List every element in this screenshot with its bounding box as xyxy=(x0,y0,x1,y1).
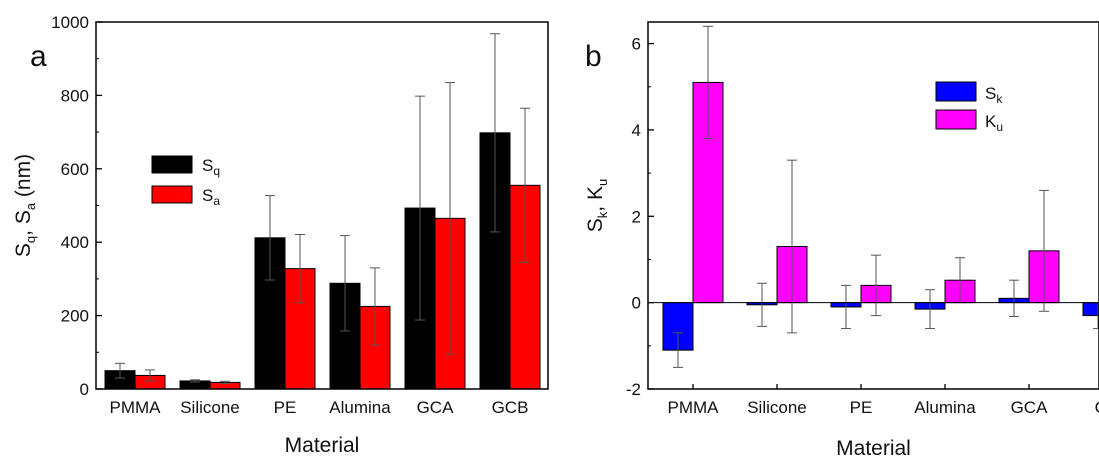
error-bar-k_u-pe xyxy=(871,254,881,317)
x-axis-title-a: Material xyxy=(285,434,360,457)
legend-label-s_k: Sk xyxy=(985,84,1003,106)
legend-swatch-k_u xyxy=(935,109,977,130)
error-bar-s_a-alumina xyxy=(370,267,380,346)
x-axis-title-b: Material xyxy=(836,437,911,457)
x-ticks-b: PMMA Silicone PE Alumina GCA GCB xyxy=(668,384,1099,417)
x-tick-label: GCB xyxy=(1095,398,1099,417)
error-bar-k_u-silicone xyxy=(787,159,797,334)
legend-label-s_a: Sa xyxy=(202,186,220,208)
error-bar-s_q-gcb xyxy=(490,33,500,233)
y-tick-label: 0 xyxy=(80,380,89,399)
error-bars-a xyxy=(115,33,530,384)
x-tick-label: Silicone xyxy=(180,398,240,417)
error-bar-s_a-pe xyxy=(295,233,305,304)
error-bar-s_k-gca xyxy=(1009,279,1019,317)
error-bar-s_q-pmma xyxy=(115,362,125,379)
x-tick-label: GCB xyxy=(492,398,529,417)
y-axis-title-a: Sq, Sa (nm) xyxy=(12,154,38,257)
error-bar-s_k-alumina xyxy=(925,289,935,330)
error-bar-s_q-alumina xyxy=(340,235,350,332)
error-bar-s_q-silicone xyxy=(190,379,200,383)
x-tick-label: GCA xyxy=(1011,398,1049,417)
y-ticks-b: -2 0 2 4 6 xyxy=(626,35,654,399)
error-bar-s_q-gca xyxy=(415,95,425,321)
x-tick-label: PMMA xyxy=(110,398,162,417)
x-tick-label: GCA xyxy=(417,398,455,417)
y-tick-label: 600 xyxy=(61,160,89,179)
y-ticks-a: 0 200 400 600 800 1000 xyxy=(51,13,102,399)
error-bar-k_u-gca xyxy=(1039,189,1049,312)
legend-label-k_u: Ku xyxy=(985,112,1003,134)
y-tick-label: 200 xyxy=(61,307,89,326)
legend-swatch-s_k xyxy=(935,81,977,102)
x-tick-label: PE xyxy=(274,398,297,417)
error-bar-s_a-gcb xyxy=(520,107,530,263)
error-bar-k_u-pmma xyxy=(703,25,713,140)
error-bar-s_a-gca xyxy=(445,82,455,355)
chart-panel-a: 0 200 400 600 800 1000 PMMA Silicone PE Alumina G… xyxy=(12,13,549,457)
y-tick-label: 2 xyxy=(632,207,641,226)
legend-label-s_q: Sq xyxy=(202,156,220,178)
panel-label-b: b xyxy=(585,40,602,73)
y-tick-label: 6 xyxy=(632,35,641,54)
y-tick-label: -2 xyxy=(626,380,641,399)
x-tick-label: PMMA xyxy=(668,398,720,417)
y-tick-label: 1000 xyxy=(51,13,89,32)
x-tick-label: PE xyxy=(850,398,873,417)
legend-swatch-s_q xyxy=(151,155,193,174)
plot-frame-b xyxy=(647,21,1099,390)
x-tick-label: Alumina xyxy=(329,398,391,417)
error-bar-s_q-pe xyxy=(265,195,275,281)
error-bar-s_a-pmma xyxy=(145,369,155,382)
panel-label-a: a xyxy=(30,40,47,73)
y-tick-label: 800 xyxy=(61,86,89,105)
error-bars-b xyxy=(673,25,1099,368)
error-bar-s_k-pmma xyxy=(673,332,683,368)
legend-a: Sq Sa xyxy=(151,155,220,208)
x-tick-label: Alumina xyxy=(914,398,976,417)
x-ticks-a: PMMA Silicone PE Alumina GCA GCB xyxy=(110,384,529,417)
chart-panel-b: -2 0 2 4 6 PMMA Silicone PE Alumina GCA GCB b Mat… xyxy=(584,21,1099,457)
legend-b: Sk Ku xyxy=(935,81,1003,134)
y-tick-label: 0 xyxy=(632,294,641,313)
y-tick-label: 4 xyxy=(632,121,641,140)
bar-s_k-gcb xyxy=(1082,302,1099,317)
error-bar-s_k-silicone xyxy=(757,282,767,327)
bars-b xyxy=(662,81,1099,351)
y-tick-label: 400 xyxy=(61,233,89,252)
x-tick-label: Silicone xyxy=(747,398,807,417)
error-bar-s_a-silicone xyxy=(220,380,230,384)
y-axis-title-b: Sk, Ku xyxy=(584,179,610,232)
error-bar-s_k-pe xyxy=(841,284,851,330)
legend-swatch-s_a xyxy=(151,185,193,204)
